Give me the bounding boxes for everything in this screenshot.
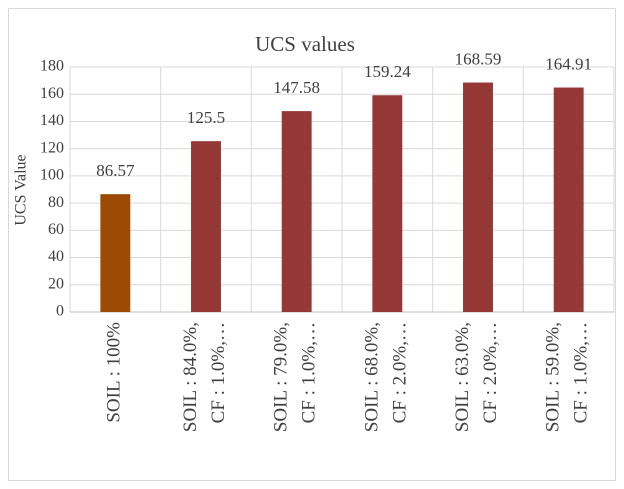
chart-title: UCS values [255, 32, 355, 56]
bar [553, 87, 584, 312]
bar [191, 141, 221, 312]
data-label: 147.58 [273, 78, 320, 97]
bar [281, 111, 312, 312]
y-tick-label: 180 [40, 58, 64, 75]
y-tick-label: 60 [48, 221, 64, 238]
data-label: 125.5 [187, 108, 225, 127]
data-label: 168.59 [455, 49, 502, 68]
y-tick-label: 40 [48, 248, 64, 265]
y-tick-label: 80 [48, 194, 64, 211]
x-tick-label: SOIL : 59.0%, CF : 1.0%,… [543, 322, 592, 432]
data-label: 164.91 [545, 54, 592, 73]
y-tick-label: 20 [48, 275, 64, 292]
x-tick-label: SOIL : 68.0%, CF : 2.0%,… [362, 322, 411, 432]
y-tick-label: 160 [40, 85, 64, 102]
bar [372, 95, 403, 312]
x-tick-label: SOIL : 79.0%, CF : 1.0%,… [271, 322, 320, 432]
bar [463, 82, 493, 313]
bar [100, 194, 131, 312]
y-tick-label: 0 [56, 303, 64, 320]
y-tick-label: 140 [40, 112, 64, 129]
x-tick-label: SOIL : 84.0%, CF : 1.0%,… [180, 322, 229, 432]
y-axis-label: UCS Value [13, 154, 30, 225]
x-tick-label: SOIL : 63.0%, CF : 2.0%,… [452, 322, 501, 432]
data-label: 159.24 [364, 62, 411, 81]
y-tick-label: 100 [40, 167, 64, 184]
x-tick-label: SOIL : 100% [104, 322, 125, 423]
data-label: 86.57 [96, 161, 135, 180]
y-tick-label: 120 [40, 139, 64, 156]
